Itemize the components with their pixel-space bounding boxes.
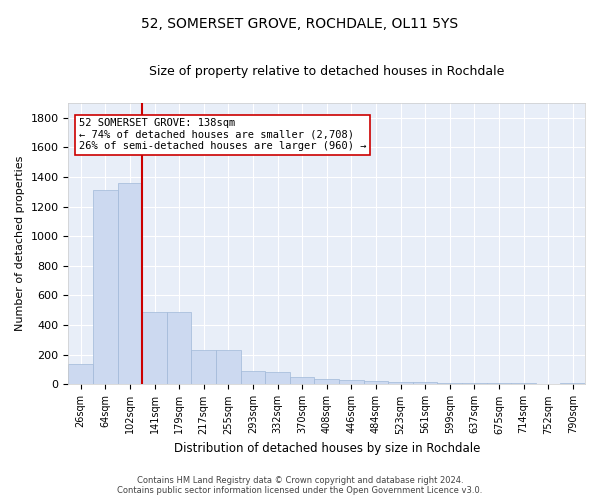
Bar xyxy=(142,312,167,384)
Bar xyxy=(216,350,241,384)
Bar xyxy=(413,382,437,384)
Bar xyxy=(364,382,388,384)
Bar xyxy=(191,350,216,384)
Text: 52 SOMERSET GROVE: 138sqm
← 74% of detached houses are smaller (2,708)
26% of se: 52 SOMERSET GROVE: 138sqm ← 74% of detac… xyxy=(79,118,366,152)
Bar xyxy=(560,383,585,384)
Bar xyxy=(437,383,462,384)
X-axis label: Distribution of detached houses by size in Rochdale: Distribution of detached houses by size … xyxy=(173,442,480,455)
Bar xyxy=(339,380,364,384)
Bar xyxy=(265,372,290,384)
Bar xyxy=(93,190,118,384)
Bar xyxy=(167,312,191,384)
Y-axis label: Number of detached properties: Number of detached properties xyxy=(15,156,25,332)
Bar xyxy=(511,383,536,384)
Bar xyxy=(487,383,511,384)
Text: Contains HM Land Registry data © Crown copyright and database right 2024.
Contai: Contains HM Land Registry data © Crown c… xyxy=(118,476,482,495)
Bar xyxy=(118,183,142,384)
Bar xyxy=(314,378,339,384)
Bar xyxy=(462,383,487,384)
Bar xyxy=(388,382,413,384)
Bar xyxy=(68,364,93,384)
Text: 52, SOMERSET GROVE, ROCHDALE, OL11 5YS: 52, SOMERSET GROVE, ROCHDALE, OL11 5YS xyxy=(142,18,458,32)
Bar xyxy=(290,377,314,384)
Title: Size of property relative to detached houses in Rochdale: Size of property relative to detached ho… xyxy=(149,65,505,78)
Bar xyxy=(241,371,265,384)
